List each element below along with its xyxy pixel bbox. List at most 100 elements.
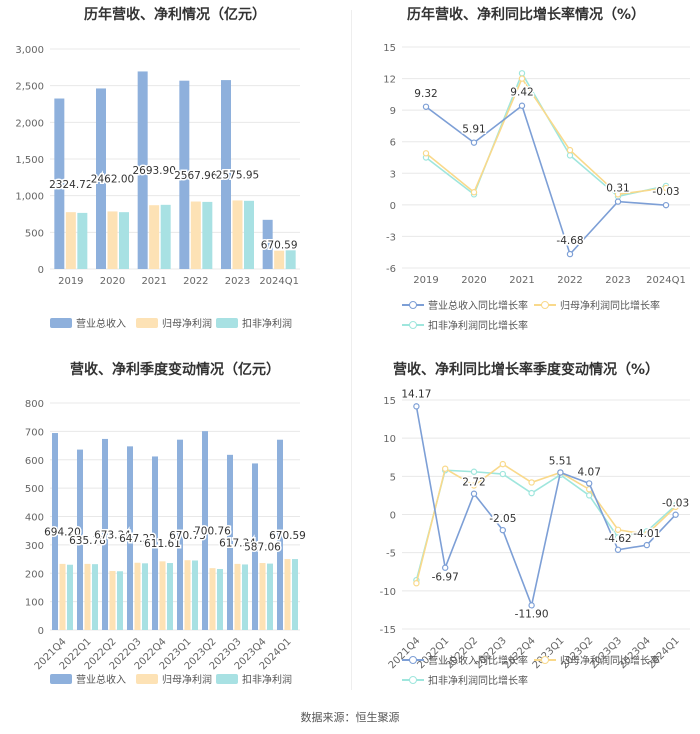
y-tick-label: -6 xyxy=(386,264,396,275)
data-point xyxy=(585,492,593,499)
bar xyxy=(77,212,88,269)
x-tick-label: 2021 xyxy=(141,276,166,287)
y-tick-label: 15 xyxy=(383,396,396,407)
bar xyxy=(192,560,198,630)
bar xyxy=(242,564,248,630)
legend-revenue[interactable]: 营业总收入 xyxy=(50,315,126,330)
legend-net-profit-growth[interactable]: 归母净利润同比增长率 xyxy=(534,652,660,667)
data-label: 2567.96 xyxy=(174,170,218,182)
y-tick-label: 5 xyxy=(390,472,396,483)
data-point xyxy=(413,579,420,587)
legend-deducted-profit[interactable]: 扣非净利润 xyxy=(216,315,292,330)
data-point xyxy=(643,541,650,549)
annual-growth-panel: 历年营收、净利同比增长率情况（%） -6 -3 0 3 6 9 12 15 2019 2020 20… xyxy=(352,0,700,345)
bar xyxy=(149,205,160,269)
chart-legend: 营业总收入 归母净利润 扣非净利润 xyxy=(50,671,340,686)
bar xyxy=(117,571,123,630)
legend-deducted-profit[interactable]: 扣非净利润 xyxy=(216,671,292,686)
legend-swatch xyxy=(50,318,72,328)
bar xyxy=(190,201,201,269)
data-point xyxy=(470,139,478,146)
bar xyxy=(109,570,116,630)
y-tick-label: 10 xyxy=(383,434,396,445)
data-point xyxy=(422,150,430,157)
data-label: 587.06 xyxy=(244,542,281,554)
legend-revenue[interactable]: 营业总收入 xyxy=(50,671,126,686)
panel-title: 历年营收、净利情况（亿元） xyxy=(84,7,266,23)
data-label: 647.22 xyxy=(119,533,156,545)
chart-legend: 营业总收入同比增长率 归母净利润同比增长率 扣非净利润同比增长率 xyxy=(402,652,697,688)
y-tick-label: 500 xyxy=(25,484,44,495)
legend-swatch xyxy=(216,674,238,684)
bar xyxy=(159,561,166,630)
bar xyxy=(54,98,65,269)
annual-revenue-profit-chart: 0 500 1,000 1,500 2,000 2,500 3,000 2019 2020 202… xyxy=(15,45,300,287)
bar xyxy=(232,200,243,269)
series-line xyxy=(425,76,667,196)
data-label: 700.76 xyxy=(194,526,231,538)
data-label: 611.61 xyxy=(144,538,181,550)
y-tick-label: 0 xyxy=(390,511,396,522)
bar xyxy=(96,88,106,269)
legend-net-profit[interactable]: 归母净利润 xyxy=(136,671,212,686)
bar xyxy=(92,564,98,630)
x-tick-label: 2020 xyxy=(461,275,486,286)
x-tick-label: 2021 xyxy=(509,275,534,286)
legend-net-profit[interactable]: 归母净利润 xyxy=(136,315,212,330)
data-label: -2.05 xyxy=(489,513,516,525)
y-tick-label: 0 xyxy=(38,626,44,637)
x-tick-label: 2024Q1 xyxy=(259,276,299,287)
data-point xyxy=(662,184,670,192)
bar xyxy=(244,200,254,269)
data-point xyxy=(518,75,526,82)
data-label: 9.42 xyxy=(510,87,533,99)
legend-swatch xyxy=(50,674,72,684)
bar xyxy=(84,563,91,630)
x-tick-label: 2020 xyxy=(100,276,125,287)
data-label: 2693.90 xyxy=(132,165,175,177)
data-label: 635.78 xyxy=(69,535,106,547)
annual-growth-chart: -6 -3 0 3 6 9 12 15 2019 2020 2021 2022 2023 2024Q1 9.… xyxy=(383,43,690,286)
data-label: 694.20 xyxy=(44,527,81,539)
data-label: -4.68 xyxy=(556,235,583,247)
bar xyxy=(119,212,129,269)
legend-revenue-growth[interactable]: 营业总收入同比增长率 xyxy=(402,297,528,312)
data-source-note: 数据来源：恒生聚源 xyxy=(300,711,400,724)
data-point xyxy=(499,470,506,478)
x-tick-label: 2023 xyxy=(605,275,630,286)
legend-swatch xyxy=(402,675,424,685)
bar xyxy=(209,568,216,630)
data-label: -0.03 xyxy=(652,186,679,198)
y-tick-label: 3 xyxy=(390,169,396,180)
data-point xyxy=(518,102,526,109)
bar xyxy=(221,80,231,269)
y-tick-label: -5 xyxy=(386,549,396,560)
bar xyxy=(285,250,296,269)
data-label: 4.07 xyxy=(578,466,601,478)
x-tick-label: 2019 xyxy=(413,275,438,286)
data-point xyxy=(470,468,478,475)
panel-divider xyxy=(351,10,352,690)
data-point xyxy=(614,526,622,533)
y-tick-label: 12 xyxy=(383,75,396,86)
legend-deducted-profit-growth[interactable]: 扣非净利润同比增长率 xyxy=(402,317,528,332)
bar xyxy=(67,564,73,630)
bar xyxy=(59,563,66,630)
bar xyxy=(177,439,183,630)
data-point xyxy=(528,602,535,609)
data-label: 670.73 xyxy=(169,530,206,542)
data-label: 9.32 xyxy=(414,88,437,100)
data-point xyxy=(518,70,526,77)
bar xyxy=(184,560,191,630)
legend-deducted-profit-growth[interactable]: 扣非净利润同比增长率 xyxy=(402,672,528,687)
panel-title: 营收、净利季度变动情况（亿元） xyxy=(70,362,280,378)
bar xyxy=(252,463,258,630)
data-label: 2575.95 xyxy=(216,170,259,182)
y-tick-label: 700 xyxy=(25,427,44,438)
legend-revenue-growth[interactable]: 营业总收入同比增长率 xyxy=(402,652,528,667)
legend-net-profit-growth[interactable]: 归母净利润同比增长率 xyxy=(534,297,660,312)
x-tick-label: 2019 xyxy=(58,276,83,287)
y-tick-label: 2,500 xyxy=(15,82,44,93)
bar xyxy=(137,71,148,270)
y-tick-label: 300 xyxy=(25,541,44,552)
